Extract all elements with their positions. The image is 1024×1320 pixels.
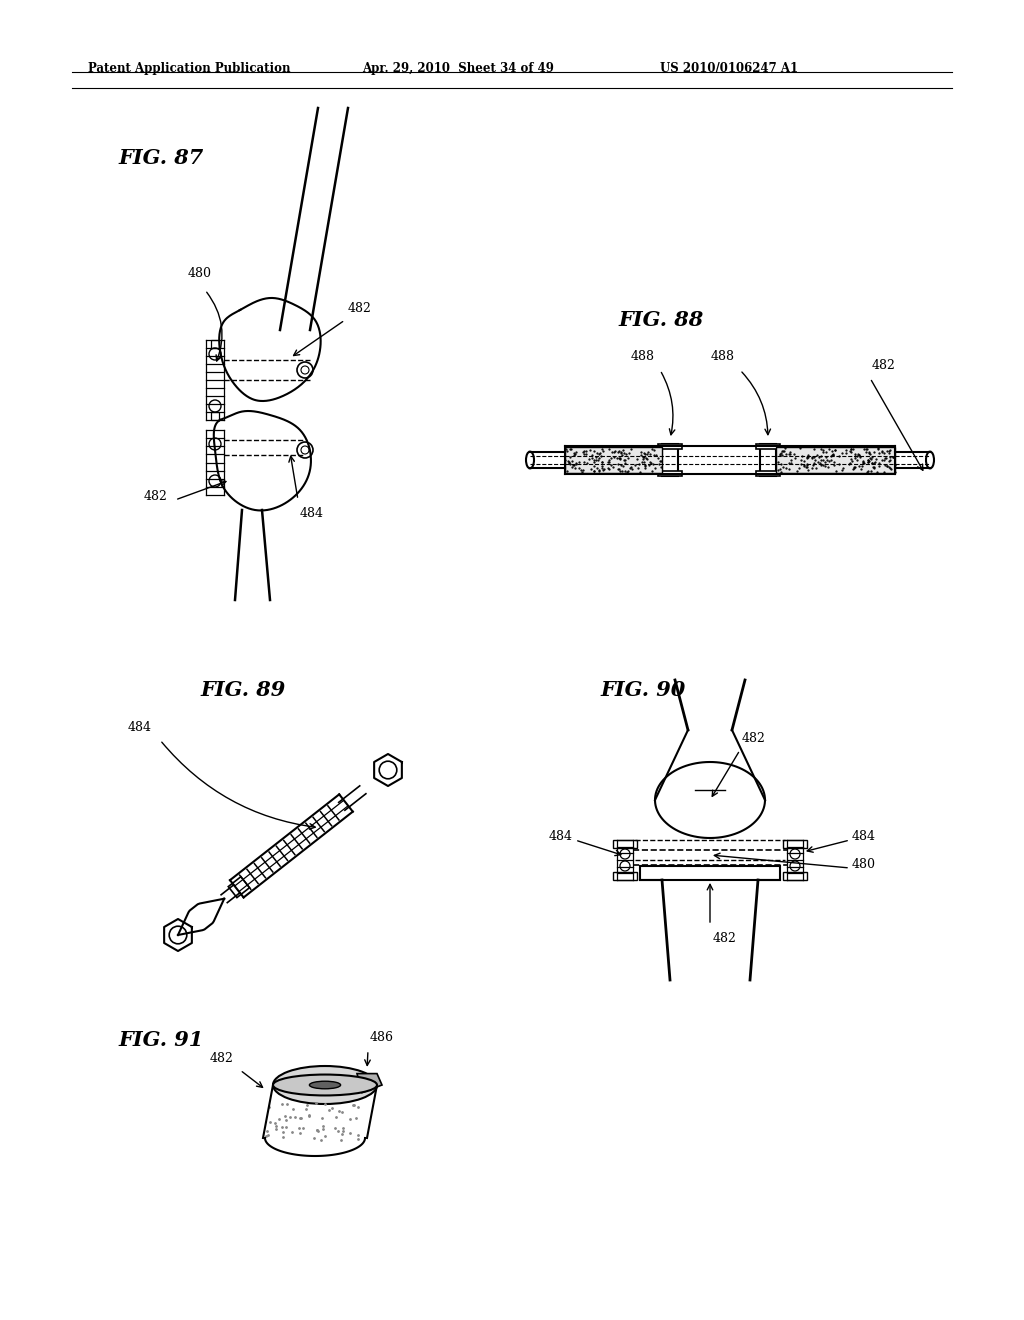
Text: 482: 482 bbox=[713, 932, 737, 945]
Circle shape bbox=[297, 442, 313, 458]
Text: 480: 480 bbox=[188, 267, 212, 280]
Bar bbox=[658, 444, 682, 449]
Text: 484: 484 bbox=[300, 507, 324, 520]
Ellipse shape bbox=[273, 1067, 377, 1104]
Text: FIG. 89: FIG. 89 bbox=[200, 680, 286, 700]
Text: 482: 482 bbox=[742, 733, 766, 744]
Bar bbox=[658, 471, 682, 477]
Bar bbox=[756, 471, 780, 477]
Bar bbox=[565, 447, 662, 473]
Ellipse shape bbox=[926, 451, 934, 469]
Text: Patent Application Publication: Patent Application Publication bbox=[88, 62, 291, 75]
Bar bbox=[613, 873, 637, 880]
Circle shape bbox=[297, 362, 313, 378]
Ellipse shape bbox=[273, 1074, 377, 1096]
Ellipse shape bbox=[526, 451, 534, 469]
Text: 486: 486 bbox=[370, 1031, 394, 1044]
Bar bbox=[760, 444, 776, 477]
Bar bbox=[662, 444, 678, 477]
Text: 488: 488 bbox=[631, 350, 655, 363]
Text: 482: 482 bbox=[144, 490, 168, 503]
Text: 488: 488 bbox=[711, 350, 735, 363]
Bar bbox=[211, 341, 219, 348]
Text: FIG. 87: FIG. 87 bbox=[118, 148, 203, 168]
Text: 482: 482 bbox=[348, 302, 372, 315]
Bar bbox=[756, 444, 780, 449]
Text: 484: 484 bbox=[852, 829, 876, 842]
Bar bbox=[783, 873, 807, 880]
Bar bbox=[640, 866, 780, 880]
Bar bbox=[211, 412, 219, 420]
Text: FIG. 90: FIG. 90 bbox=[600, 680, 685, 700]
Text: 482: 482 bbox=[210, 1052, 234, 1065]
Text: US 2010/0106247 A1: US 2010/0106247 A1 bbox=[660, 62, 798, 75]
Text: FIG. 88: FIG. 88 bbox=[618, 310, 703, 330]
Ellipse shape bbox=[309, 1081, 341, 1089]
Bar bbox=[613, 840, 637, 847]
Text: 480: 480 bbox=[852, 858, 876, 870]
Text: FIG. 91: FIG. 91 bbox=[118, 1030, 203, 1049]
Text: 484: 484 bbox=[549, 829, 573, 842]
Polygon shape bbox=[357, 1073, 382, 1093]
Text: Apr. 29, 2010  Sheet 34 of 49: Apr. 29, 2010 Sheet 34 of 49 bbox=[362, 62, 554, 75]
Text: 484: 484 bbox=[128, 721, 152, 734]
Bar bbox=[783, 840, 807, 847]
Bar bbox=[776, 447, 895, 473]
Polygon shape bbox=[228, 876, 250, 898]
Text: 482: 482 bbox=[872, 359, 896, 372]
